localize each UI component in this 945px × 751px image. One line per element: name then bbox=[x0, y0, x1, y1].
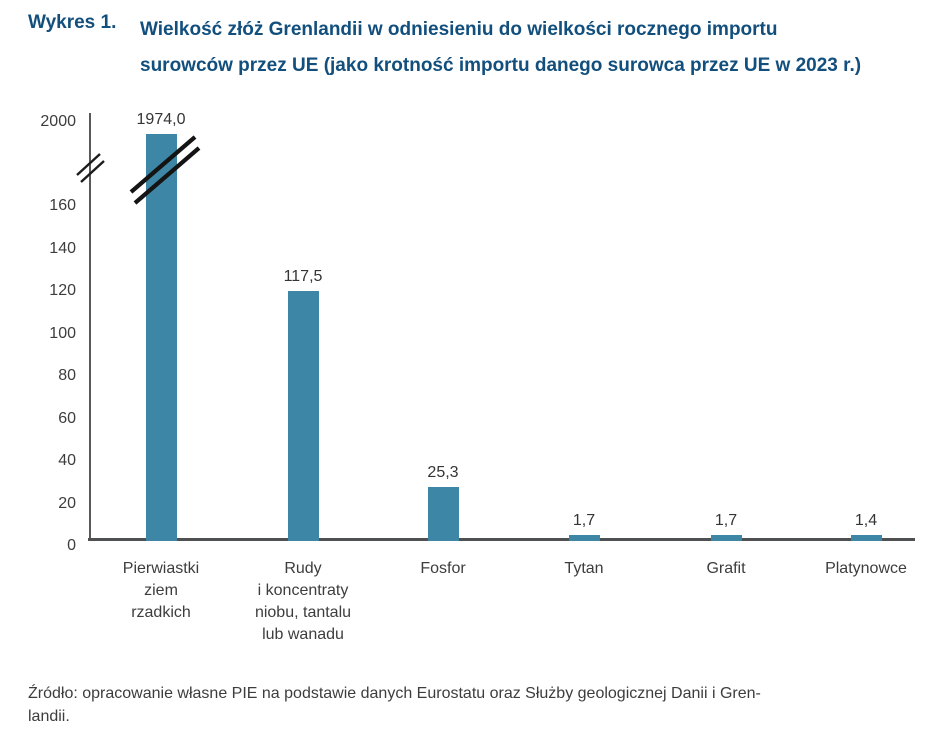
bar-value-label: 117,5 bbox=[283, 268, 323, 285]
x-category-label: Tytan bbox=[564, 560, 604, 577]
chart-title-line1: Wielkość złóż Grenlandii w odniesieniu d… bbox=[140, 19, 778, 40]
x-category-label: Platynowce bbox=[825, 560, 907, 577]
chart-title: Wielkość złóż Grenlandii w odniesieniu d… bbox=[140, 12, 930, 84]
y-tick-label: 100 bbox=[49, 324, 76, 342]
x-category-label: Pierwiastki ziem rzadkich bbox=[122, 560, 200, 621]
y-tick-label: 120 bbox=[49, 282, 76, 299]
y-tick-label: 40 bbox=[58, 452, 76, 469]
bar bbox=[710, 535, 742, 541]
bar-value-label: 1,4 bbox=[854, 512, 878, 529]
x-category-label: Fosfor bbox=[420, 560, 466, 577]
x-category-label: Rudy i koncentraty niobu, tantalu lub wa… bbox=[254, 560, 352, 643]
source-line2: landii. bbox=[28, 708, 70, 725]
bar bbox=[568, 535, 600, 541]
x-category-label: Grafit bbox=[706, 560, 746, 577]
y-axis-line bbox=[89, 113, 91, 541]
source-note: Źródło: opracowanie własne PIE na podsta… bbox=[28, 682, 928, 728]
x-axis-line bbox=[88, 538, 915, 541]
y-tick-label: 20 bbox=[58, 494, 76, 512]
bar bbox=[850, 535, 882, 541]
bar bbox=[427, 487, 459, 541]
source-line1: Źródło: opracowanie własne PIE na podsta… bbox=[28, 685, 761, 702]
y-tick-label: 160 bbox=[49, 197, 76, 214]
y-tick-label-top: 2000 bbox=[40, 113, 76, 130]
y-tick-label: 0 bbox=[67, 537, 76, 554]
y-tick-label: 60 bbox=[58, 409, 76, 427]
bar-value-label: 1,7 bbox=[714, 512, 738, 529]
y-tick-label: 80 bbox=[58, 367, 76, 384]
chart-title-line2: surowców przez UE (jako krotność importu… bbox=[140, 55, 862, 76]
bar bbox=[145, 134, 177, 541]
bar-value-label: 1974,0 bbox=[136, 111, 186, 128]
bar-value-label: 1,7 bbox=[572, 512, 596, 529]
chart-number-label: Wykres 1. bbox=[28, 12, 117, 33]
y-tick-label: 140 bbox=[49, 239, 76, 257]
bar-value-label: 25,3 bbox=[427, 464, 459, 481]
bar bbox=[287, 291, 319, 541]
